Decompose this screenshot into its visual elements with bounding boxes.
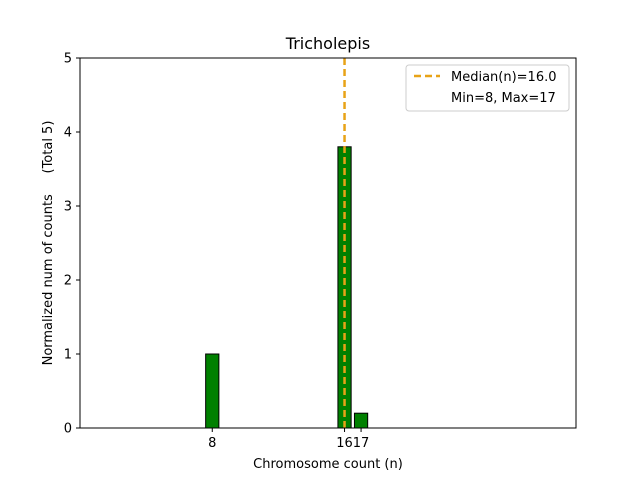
legend: Median(n)=16.0 Min=8, Max=17	[405, 64, 570, 112]
x-axis-label: Chromosome count (n)	[253, 457, 403, 472]
bars-layer	[205, 146, 369, 429]
y-tick-label: 4	[64, 126, 72, 141]
y-tick-label: 0	[64, 422, 72, 437]
x-tick-label: 8	[208, 436, 216, 451]
y-tick-label: 1	[64, 348, 72, 363]
y-tick-label: 3	[64, 200, 72, 215]
x-axis-ticks: 8 16 17	[208, 428, 369, 451]
chart-title: Tricholepis	[285, 34, 370, 53]
bar-17	[353, 412, 369, 429]
y-axis-ticks: 0 1 2 3 4 5	[64, 52, 80, 437]
legend-box	[405, 64, 570, 112]
legend-median-label: Median(n)=16.0	[451, 70, 557, 85]
legend-range-label: Min=8, Max=17	[451, 91, 556, 106]
y-axis-label: Normalized num of counts (Total 5)	[41, 121, 56, 366]
x-tick-label: 16	[336, 436, 353, 451]
bar-16	[337, 146, 352, 429]
y-tick-label: 2	[64, 274, 72, 289]
plot-frame	[79, 57, 577, 429]
y-tick-label: 5	[64, 52, 72, 67]
x-tick-label: 17	[353, 436, 370, 451]
bar-8	[205, 353, 220, 429]
